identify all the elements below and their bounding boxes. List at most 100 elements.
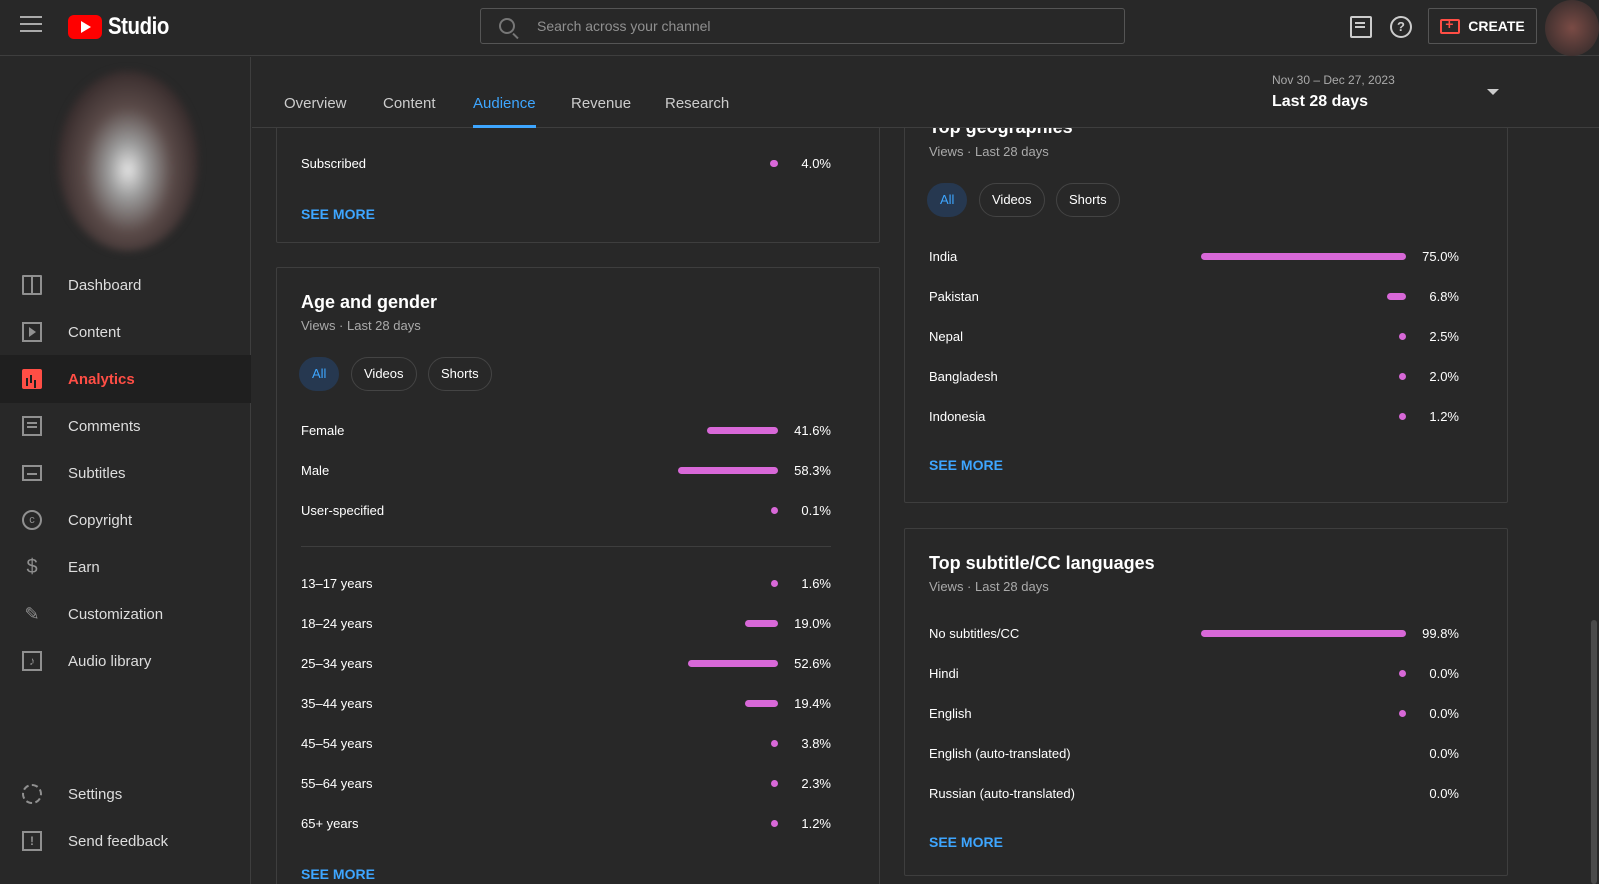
sidebar-item-audio-library[interactable]: ♪ Audio library	[0, 637, 251, 685]
search-box[interactable]: Search across your channel	[480, 8, 1125, 44]
row-value: 6.8%	[1429, 289, 1459, 304]
row-label: Bangladesh	[929, 369, 998, 384]
audio-library-icon: ♪	[22, 651, 42, 671]
tab-research[interactable]: Research	[665, 95, 730, 112]
menu-icon[interactable]	[20, 16, 42, 34]
sidebar-item-label: Comments	[68, 417, 141, 435]
create-button[interactable]: CREATE	[1428, 8, 1537, 44]
row-label: Pakistan	[929, 289, 979, 304]
tab-revenue[interactable]: Revenue	[571, 95, 632, 112]
sidebar-item-earn[interactable]: $ Earn	[0, 543, 251, 591]
list-item: Indonesia 1.2%	[929, 407, 1459, 427]
list-item: 18–24 years 19.0%	[301, 614, 831, 634]
feedback-messages-icon[interactable]	[1350, 16, 1372, 38]
card-subtitle: Views · Last 28 days	[301, 318, 421, 333]
row-value: 2.0%	[1429, 369, 1459, 384]
studio-logo[interactable]: Studio	[68, 13, 180, 41]
date-range-dates: Nov 30 – Dec 27, 2023	[1272, 73, 1395, 87]
chip-all[interactable]: All	[927, 183, 968, 217]
see-more-button[interactable]: SEE MORE	[301, 206, 375, 222]
row-label: User-specified	[301, 503, 385, 518]
chip-videos[interactable]: Videos	[979, 183, 1045, 217]
dashboard-icon	[22, 275, 42, 295]
top-geographies-card: Top geographies Views · Last 28 days All…	[904, 128, 1508, 503]
chip-all[interactable]: All	[299, 357, 340, 391]
chip-shorts[interactable]: Shorts	[428, 357, 492, 391]
row-value: 19.0%	[794, 616, 831, 631]
row-label: Russian (auto-translated)	[929, 786, 1075, 801]
list-item: Russian (auto-translated) 0.0%	[929, 784, 1459, 804]
sidebar-item-comments[interactable]: Comments	[0, 402, 251, 450]
page-scrollbar[interactable]	[1591, 620, 1597, 884]
list-item: Female 41.6%	[301, 421, 831, 441]
row-bar	[1201, 630, 1406, 637]
row-value: 0.0%	[1429, 706, 1459, 721]
row-bar	[1399, 373, 1406, 380]
row-value: 2.5%	[1429, 329, 1459, 344]
card-title: Age and gender	[301, 292, 438, 312]
row-bar	[745, 700, 778, 707]
comments-icon	[22, 416, 42, 436]
card-title: Top subtitle/CC languages	[929, 553, 1155, 573]
row-value: 1.2%	[801, 816, 831, 831]
sidebar-item-content[interactable]: Content	[0, 308, 251, 356]
row-label: 45–54 years	[301, 736, 373, 751]
list-item: English (auto-translated) 0.0%	[929, 744, 1459, 764]
date-range-picker[interactable]: Nov 30 – Dec 27, 2023 Last 28 days	[1272, 73, 1502, 117]
row-bar	[771, 580, 778, 587]
sidebar-item-analytics[interactable]: Analytics	[0, 355, 251, 403]
subscription-status-card: Subscribed 4.0% SEE MORE	[276, 128, 880, 243]
help-icon[interactable]: ?	[1390, 16, 1412, 38]
search-input[interactable]: Search across your channel	[537, 18, 711, 34]
analytics-icon	[22, 369, 42, 389]
row-bar	[745, 620, 778, 627]
row-label: 35–44 years	[301, 696, 373, 711]
row-value: 0.1%	[801, 503, 831, 518]
channel-avatar[interactable]	[58, 71, 198, 251]
tab-audience[interactable]: Audience	[473, 95, 536, 128]
list-item: 55–64 years 2.3%	[301, 774, 831, 794]
sidebar-item-settings[interactable]: Settings	[0, 770, 251, 818]
row-bar	[771, 820, 778, 827]
tab-overview[interactable]: Overview	[284, 95, 347, 112]
chip-videos[interactable]: Videos	[351, 357, 417, 391]
sidebar-item-customization[interactable]: ✎ Customization	[0, 590, 251, 638]
see-more-button[interactable]: SEE MORE	[929, 457, 1003, 473]
row-bar	[771, 740, 778, 747]
settings-icon	[22, 784, 42, 804]
row-value: 19.4%	[794, 696, 831, 711]
sidebar-item-label: Settings	[68, 785, 123, 803]
row-bar	[1399, 710, 1406, 717]
earn-icon: $	[26, 556, 38, 578]
search-icon	[499, 18, 515, 34]
top-subtitle-languages-card: Top subtitle/CC languages Views · Last 2…	[904, 528, 1508, 876]
list-item: Nepal 2.5%	[929, 327, 1459, 347]
row-bar	[1201, 253, 1406, 260]
row-value: 41.6%	[794, 423, 831, 438]
row-value: 1.6%	[801, 576, 831, 591]
sidebar-item-dashboard[interactable]: Dashboard	[0, 261, 251, 309]
analytics-content: Subscribed 4.0% SEE MORE Age and gender …	[252, 128, 1599, 884]
row-bar	[1399, 670, 1406, 677]
row-bar	[770, 160, 778, 167]
chip-shorts[interactable]: Shorts	[1056, 183, 1120, 217]
list-item: India 75.0%	[929, 247, 1459, 267]
list-item: Male 58.3%	[301, 461, 831, 481]
sidebar-item-copyright[interactable]: c Copyright	[0, 496, 251, 544]
see-more-button[interactable]: SEE MORE	[929, 834, 1003, 850]
row-value: 75.0%	[1422, 249, 1459, 264]
account-avatar[interactable]	[1545, 0, 1599, 56]
row-label: 65+ years	[301, 816, 359, 831]
sidebar-item-send-feedback[interactable]: ! Send feedback	[0, 817, 251, 865]
list-item: No subtitles/CC 99.8%	[929, 624, 1459, 644]
row-label: No subtitles/CC	[929, 626, 1020, 641]
list-item: Hindi 0.0%	[929, 664, 1459, 684]
tab-content[interactable]: Content	[383, 95, 436, 112]
sidebar-item-label: Content	[68, 323, 121, 341]
see-more-button[interactable]: SEE MORE	[301, 866, 375, 882]
subtitles-icon	[22, 465, 42, 481]
sidebar-item-subtitles[interactable]: Subtitles	[0, 449, 251, 497]
row-value: 2.3%	[801, 776, 831, 791]
divider	[301, 546, 831, 547]
create-label: CREATE	[1468, 18, 1525, 34]
